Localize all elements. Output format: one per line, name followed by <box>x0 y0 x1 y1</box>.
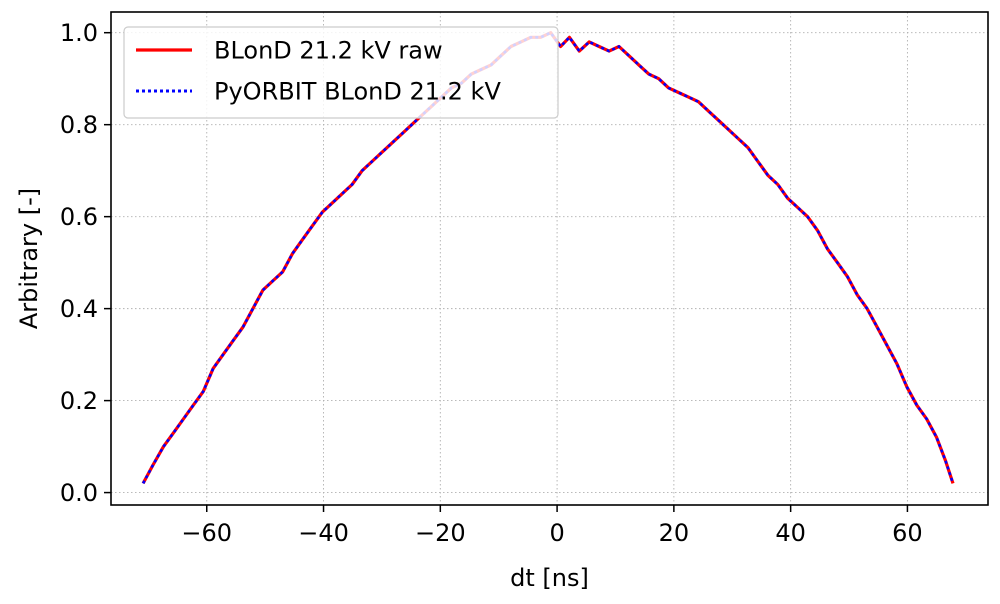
x-tick-label: 40 <box>775 519 806 547</box>
x-tick-label: −20 <box>415 519 466 547</box>
x-axis-label: dt [ns] <box>510 564 589 592</box>
ticks: −60 −40 −20 0 20 40 60 0.0 0.2 0.4 0.6 0.8 1.0 <box>60 19 923 547</box>
series-line-1 <box>141 31 955 485</box>
y-tick-label: 0.8 <box>60 111 98 139</box>
axes-frame <box>110 11 989 506</box>
x-tick-label: −40 <box>298 519 349 547</box>
legend: BLonD 21.2 kV raw PyORBIT BLonD 21.2 kV <box>123 26 559 119</box>
x-tick-label: 20 <box>659 519 690 547</box>
y-tick-label: 0.0 <box>60 479 98 507</box>
y-axis-label: Arbitrary [-] <box>15 188 43 329</box>
legend-label: PyORBIT BLonD 21.2 kV <box>214 78 501 106</box>
y-tick-label: 0.6 <box>60 203 98 231</box>
x-tick-label: 0 <box>549 519 564 547</box>
x-tick-label: −60 <box>181 519 232 547</box>
legend-box <box>123 26 559 119</box>
legend-label: BLonD 21.2 kV raw <box>214 37 443 65</box>
x-tick-label: 60 <box>892 519 923 547</box>
y-tick-label: 0.2 <box>60 387 98 415</box>
y-tick-label: 1.0 <box>60 19 98 47</box>
y-tick-label: 0.4 <box>60 295 98 323</box>
